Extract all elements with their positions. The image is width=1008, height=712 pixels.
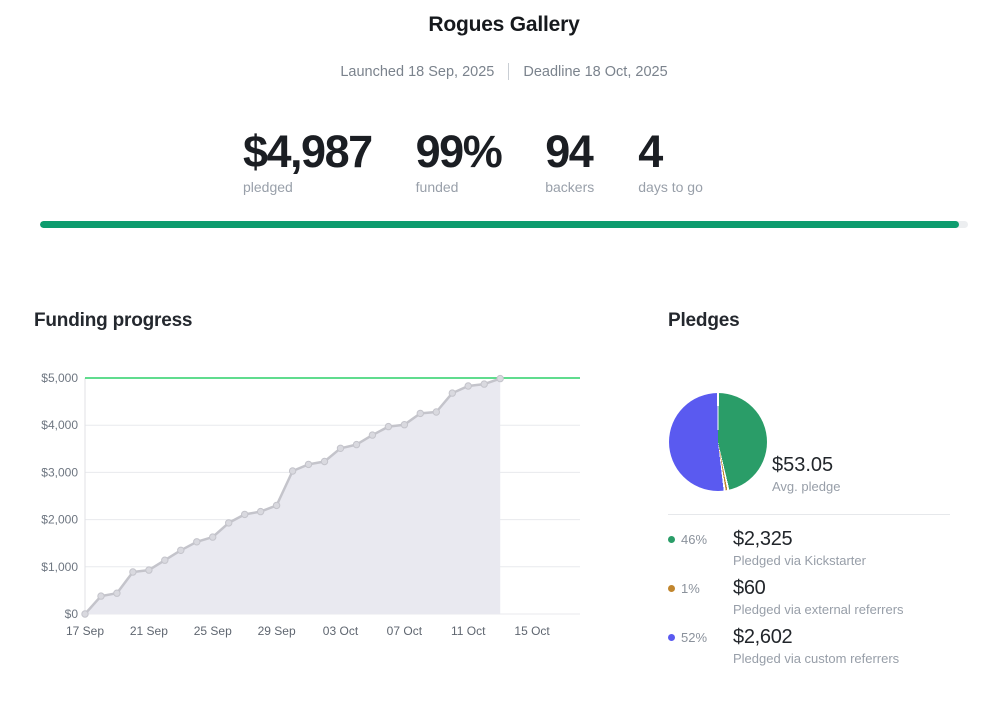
- kickstarter-label: Pledged via Kickstarter: [733, 553, 866, 568]
- deadline-date: Deadline 18 Oct, 2025: [523, 64, 668, 80]
- kickstarter-legend-dot: [668, 535, 675, 543]
- campaign-dates: Launched 18 Sep, 2025 Deadline 18 Oct, 20…: [0, 63, 1008, 80]
- custom-amount: $2,602: [733, 626, 793, 648]
- pledges-pie-chart: [669, 393, 767, 491]
- stat-backers: 94 backers: [545, 126, 595, 196]
- custom-label: Pledged via custom referrers: [733, 651, 900, 666]
- external-label: Pledged via external referrers: [733, 602, 904, 617]
- avg-pledge-value: $53.05: [772, 454, 834, 476]
- funded-label: funded: [415, 179, 459, 196]
- pledged-label: pledged: [243, 179, 293, 196]
- funded-value: 99%: [415, 126, 503, 177]
- breakdown-detail: $2,602 Pledged via custom referrers: [733, 625, 899, 667]
- pledges-breakdown-list: 46% $2,325 Pledged via Kickstarter 1% $6…: [668, 527, 968, 674]
- pledges-divider: [668, 514, 950, 515]
- breakdown-pct-cell: 1%: [668, 579, 733, 597]
- backers-label: backers: [545, 179, 595, 196]
- external-percent: 1%: [681, 580, 700, 596]
- avg-pledge-block: $53.05 Avg. pledge: [772, 453, 840, 494]
- svg-text:$3,000: $3,000: [41, 465, 78, 479]
- svg-text:29 Sep: 29 Sep: [258, 624, 296, 638]
- funding-progress-heading: Funding progress: [34, 310, 193, 331]
- days-to-go-label: days to go: [638, 179, 703, 196]
- svg-text:03 Oct: 03 Oct: [323, 624, 359, 638]
- svg-text:$4,000: $4,000: [41, 418, 78, 432]
- breakdown-row-kickstarter: 46% $2,325 Pledged via Kickstarter: [668, 527, 968, 569]
- external-amount: $60: [733, 577, 766, 599]
- external-legend-dot: [668, 584, 675, 592]
- svg-text:25 Sep: 25 Sep: [194, 624, 232, 638]
- days-to-go-value: 4: [638, 126, 663, 177]
- svg-text:17 Sep: 17 Sep: [66, 624, 104, 638]
- pledges-heading: Pledges: [668, 310, 740, 331]
- avg-pledge-label: Avg. pledge: [772, 479, 841, 494]
- progress-fill: [40, 221, 959, 228]
- svg-text:21 Sep: 21 Sep: [130, 624, 168, 638]
- svg-text:$2,000: $2,000: [41, 513, 78, 527]
- funding-progress-bar: [40, 221, 968, 228]
- stat-pledged: $4,987 pledged: [243, 126, 373, 196]
- breakdown-detail: $2,325 Pledged via Kickstarter: [733, 527, 866, 569]
- kickstarter-percent: 46%: [681, 531, 708, 547]
- stats-row: $4,987 pledged 99% funded 94 backers 4 d…: [243, 126, 703, 196]
- date-separator: [508, 63, 510, 80]
- launched-date: Launched 18 Sep, 2025: [340, 64, 495, 80]
- svg-text:07 Oct: 07 Oct: [387, 624, 423, 638]
- svg-text:$1,000: $1,000: [41, 560, 78, 574]
- stat-funded: 99% funded: [415, 126, 503, 196]
- breakdown-pct-cell: 52%: [668, 628, 733, 646]
- breakdown-detail: $60 Pledged via external referrers: [733, 576, 904, 618]
- svg-text:$5,000: $5,000: [41, 371, 78, 385]
- custom-percent: 52%: [681, 629, 708, 645]
- svg-text:15 Oct: 15 Oct: [514, 624, 550, 638]
- breakdown-pct-cell: 46%: [668, 530, 733, 548]
- breakdown-row-external: 1% $60 Pledged via external referrers: [668, 576, 968, 618]
- pledged-value: $4,987: [243, 126, 373, 177]
- breakdown-row-custom: 52% $2,602 Pledged via custom referrers: [668, 625, 968, 667]
- page-title: Rogues Gallery: [428, 13, 580, 36]
- kickstarter-amount: $2,325: [733, 528, 793, 550]
- svg-text:11 Oct: 11 Oct: [451, 624, 486, 638]
- custom-legend-dot: [668, 633, 675, 641]
- backers-value: 94: [545, 126, 594, 177]
- stat-days-to-go: 4 days to go: [638, 126, 703, 196]
- svg-text:$0: $0: [65, 607, 79, 621]
- funding-line-chart: $0 $1,000 $2,000 $3,000 $4,000 $5,000 17 Sep 21…: [41, 371, 580, 638]
